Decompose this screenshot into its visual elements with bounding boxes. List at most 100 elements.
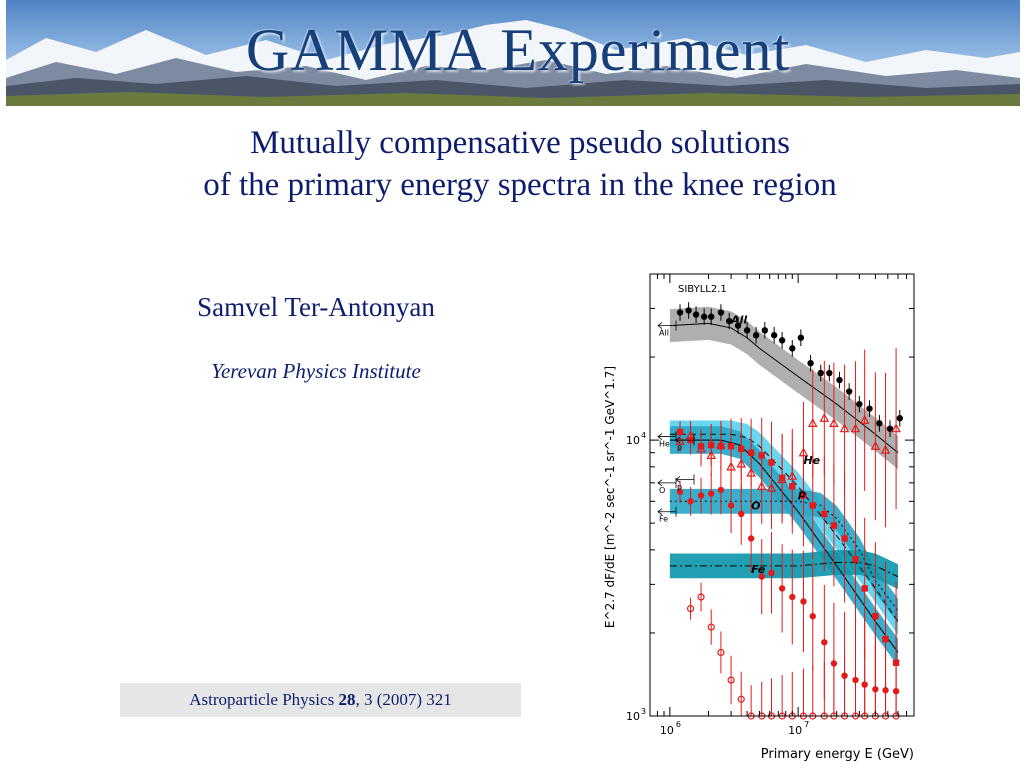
data-point-he-17: [850, 423, 861, 433]
data-point-he-14: [819, 413, 830, 422]
y-tick-label-exp-1: 4: [641, 431, 646, 440]
data-point-all-16: [817, 369, 824, 377]
data-point-all-0: [676, 309, 684, 316]
data-point-all-6: [725, 317, 733, 325]
data-point-p-0: [676, 428, 684, 436]
data-point-o-0: [676, 488, 684, 495]
arrow-head-3: [657, 479, 663, 487]
citation-volume: 28: [338, 690, 356, 709]
data-point-p-3: [708, 441, 715, 449]
plot-frame: [649, 273, 915, 717]
x-tick-label-0: 10: [660, 724, 674, 737]
y-tick-label-exp-0: 3: [641, 707, 646, 716]
data-point-he-16: [839, 423, 850, 433]
data-point-p-14: [821, 510, 828, 518]
series-label-p: p: [797, 487, 806, 500]
data-point-p-4: [717, 443, 725, 450]
citation-box: Astroparticle Physics 28, 3 (2007) 321: [120, 683, 521, 717]
data-points: [675, 302, 903, 720]
data-point-o-3: [708, 490, 715, 497]
data-point-all-21: [866, 405, 873, 412]
data-point-all-23: [886, 425, 894, 432]
data-point-p-9: [768, 459, 775, 466]
x-tick-label-exp-1: 7: [804, 720, 809, 729]
data-point-all-1: [685, 307, 692, 314]
data-point-p-6: [738, 445, 745, 453]
mountain-banner: GAMMA Experiment: [6, 0, 1020, 106]
arrow-label-5: Fe: [659, 515, 668, 524]
data-point-o-2: [697, 492, 705, 499]
page-title-line-2: of the primary energy spectra in the kne…: [203, 167, 837, 203]
data-point-all-18: [836, 376, 843, 384]
mountain-banner-image: [6, 0, 1020, 106]
data-point-o-9: [768, 569, 775, 577]
series-label-o: O: [751, 500, 760, 513]
data-point-p-16: [841, 535, 848, 542]
model-line-o: [669, 500, 899, 612]
data-point-o-1: [687, 498, 694, 505]
arrow-head-0: [657, 322, 663, 329]
model-band-fe: [669, 550, 898, 590]
data-point-he-18: [859, 415, 870, 424]
data-point-o-6: [738, 510, 745, 518]
data-point-all-15: [807, 359, 814, 367]
data-point-all-10: [761, 327, 769, 334]
arrow-label-0: All: [659, 329, 669, 338]
data-point-he-0: [675, 436, 685, 445]
data-point-p-17: [852, 556, 859, 563]
data-point-p-5: [727, 443, 735, 450]
data-point-fe-2: [707, 623, 715, 631]
model-band-all: [669, 306, 898, 470]
data-point-all-24: [896, 415, 903, 422]
citation-journal: Astroparticle Physics: [189, 690, 339, 709]
model-annotation: SIBYLL2.1: [678, 284, 727, 295]
data-point-p-2: [697, 443, 705, 450]
data-point-all-4: [708, 313, 715, 320]
data-point-all-5: [717, 309, 725, 316]
data-point-all-13: [789, 345, 796, 352]
data-point-all-22: [876, 420, 883, 427]
arrow-head-1: [657, 433, 663, 440]
model-lines: [669, 322, 899, 653]
y-tick-label-1: 10: [626, 434, 640, 447]
citation-rest: , 3 (2007) 321: [355, 690, 452, 709]
data-point-p-10: [778, 474, 786, 482]
data-point-p-12: [800, 492, 807, 499]
data-point-fe-1: [697, 593, 705, 601]
data-point-p-11: [789, 483, 796, 490]
arrow-head-4: [675, 476, 681, 483]
model-line-p: [669, 439, 899, 653]
data-point-o-13: [809, 613, 816, 620]
y-tick-label-0: 10: [626, 710, 640, 723]
data-point-fe-0: [686, 605, 695, 613]
series-label-fe: Fe: [751, 563, 766, 576]
data-point-all-17: [826, 369, 833, 377]
data-point-o-12: [800, 598, 807, 605]
page-title-line-1: Mutually compensative pseudo solutions: [250, 125, 790, 161]
data-point-all-8: [743, 327, 751, 334]
series-labels: All He p O Fe: [730, 313, 821, 576]
arrow-head-2: [675, 436, 681, 444]
model-band-o: [669, 488, 898, 624]
data-point-all-7: [734, 322, 742, 329]
data-point-fe-3: [717, 648, 725, 657]
model-band-p: [669, 426, 898, 667]
series-label-all: All: [730, 313, 747, 326]
data-point-all-19: [845, 388, 853, 395]
arrow-label-3: O: [659, 486, 665, 495]
data-point-all-2: [692, 311, 700, 318]
data-point-o-11: [789, 593, 796, 601]
data-point-all-12: [778, 337, 786, 344]
data-point-he-13: [807, 418, 818, 427]
x-tick-label-exp-0: 6: [676, 720, 681, 729]
x-axis-label: Primary energy E (GeV): [761, 747, 914, 762]
data-point-o-5: [727, 502, 735, 509]
data-point-all-3: [700, 313, 708, 320]
institute-name: Yerevan Physics Institute: [211, 359, 421, 383]
data-point-all-11: [770, 332, 778, 339]
data-point-he-20: [880, 444, 891, 454]
data-point-p-18: [861, 585, 868, 592]
